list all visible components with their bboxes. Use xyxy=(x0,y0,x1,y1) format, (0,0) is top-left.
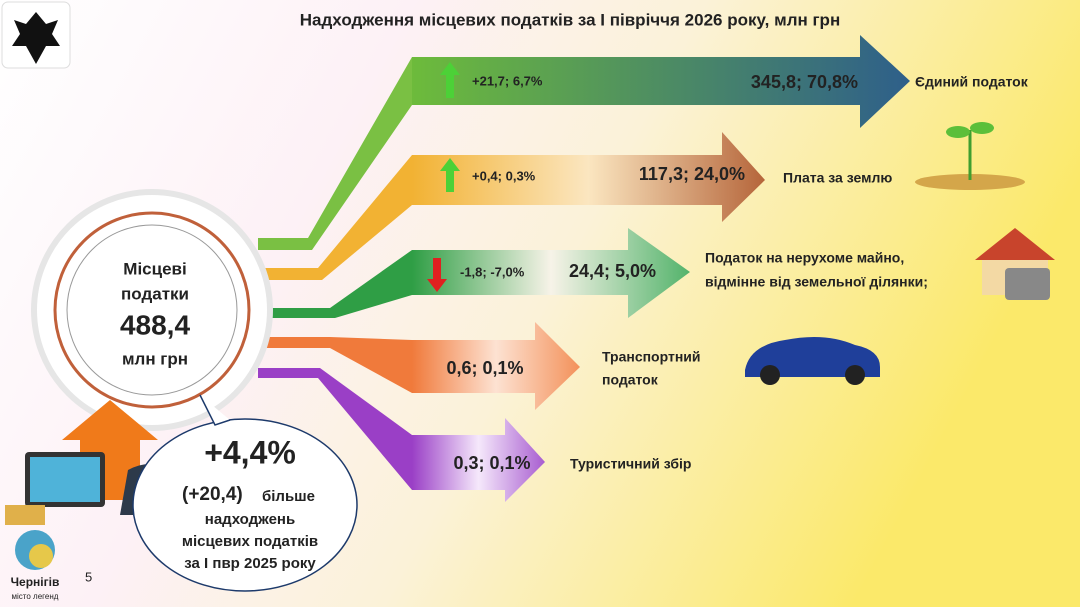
center-total: 488,4 xyxy=(120,309,190,340)
logo-mark xyxy=(29,544,53,568)
logo-tagline: місто легенд xyxy=(12,592,59,601)
tax-name: Транспортний xyxy=(602,349,701,365)
connector xyxy=(258,250,412,318)
tax-name: Плата за землю xyxy=(783,170,892,186)
connector xyxy=(258,368,412,490)
center-ring xyxy=(53,211,251,409)
value-label: 0,3; 0,1% xyxy=(453,453,530,473)
center-label: податки xyxy=(121,284,189,303)
callout-text: надходжень xyxy=(205,511,295,528)
up-icon xyxy=(440,158,460,192)
connector xyxy=(258,57,412,250)
connector xyxy=(258,155,412,280)
callout-pointer xyxy=(199,394,231,426)
house-illustration xyxy=(975,228,1055,300)
callout-text: місцевих податків xyxy=(182,533,318,550)
down-icon xyxy=(427,258,447,292)
arrow xyxy=(412,228,690,318)
callout-amount: (+20,4) xyxy=(182,484,243,505)
page-number: 5 xyxy=(85,569,92,584)
center-circle xyxy=(31,189,273,431)
callout-text: за І пвр 2025 року xyxy=(184,555,316,572)
value-label: 345,8; 70,8% xyxy=(751,72,858,92)
arrow xyxy=(412,418,545,502)
arrow xyxy=(412,35,910,128)
change-label: +21,7; 6,7% xyxy=(472,73,543,88)
callout-percent: +4,4% xyxy=(204,434,296,470)
callout-text: більше xyxy=(262,488,315,505)
value-label: 117,3; 24,0% xyxy=(639,164,745,184)
arrow xyxy=(412,322,580,410)
center-label: Місцеві xyxy=(123,259,186,278)
callout xyxy=(132,418,358,592)
up-icon xyxy=(440,62,460,98)
center-inner xyxy=(66,224,238,396)
tax-name: Туристичний збір xyxy=(570,456,691,472)
logo-name: Чернігів xyxy=(11,575,60,589)
center-unit: млн грн xyxy=(122,349,188,368)
tax-name: Єдиний податок xyxy=(915,74,1029,90)
change-label: -1,8; -7,0% xyxy=(460,264,525,279)
value-label: 0,6; 0,1% xyxy=(446,358,523,378)
plant-illustration xyxy=(915,122,1025,190)
title: Надходження місцевих податків за І піврі… xyxy=(300,10,840,29)
arrow xyxy=(412,132,765,222)
change-label: +0,4; 0,3% xyxy=(472,168,536,183)
value-label: 24,4; 5,0% xyxy=(569,261,656,281)
connector xyxy=(258,337,412,393)
tax-name: Податок на нерухоме майно, xyxy=(705,250,904,266)
eagle xyxy=(12,12,60,64)
tax-name: податок xyxy=(602,372,659,388)
tax-name: відмінне від земельної ділянки; xyxy=(705,274,928,290)
car-illustration xyxy=(745,336,880,385)
